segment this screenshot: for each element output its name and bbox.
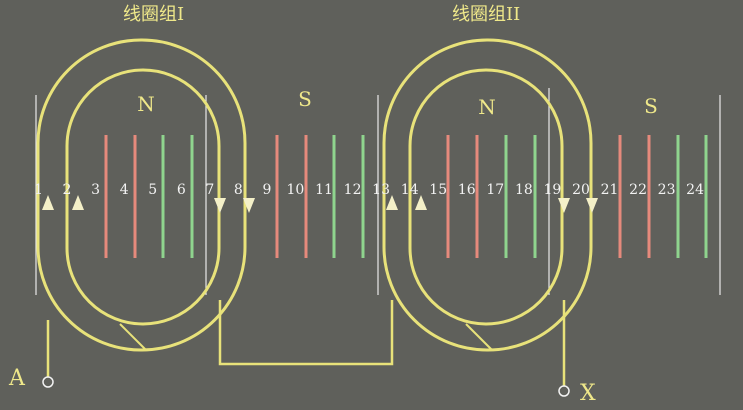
slot-number-3: 3 — [91, 182, 100, 198]
slot-number-18: 18 — [515, 182, 533, 198]
pole-label-n2: N — [478, 95, 496, 119]
terminal-x-label: X — [580, 381, 596, 406]
slot-number-15: 15 — [429, 182, 447, 198]
slot-number-1: 1 — [34, 182, 43, 198]
pole-label-s2: S — [644, 94, 658, 118]
current-direction-arrows — [42, 195, 598, 213]
slot-number-4: 4 — [120, 182, 129, 198]
slot-number-24: 24 — [686, 182, 704, 198]
coil-group-2-inner-loop — [408, 68, 564, 326]
arrow-down-icon — [214, 198, 226, 213]
slot-number-23: 23 — [658, 182, 676, 198]
slot-number-19: 19 — [543, 182, 561, 198]
slot-number-13: 13 — [372, 182, 390, 198]
slot-number-5: 5 — [148, 182, 157, 198]
slot-number-9: 9 — [262, 182, 271, 198]
arrow-down-icon — [243, 198, 255, 213]
coil-group-1-outer-loop — [36, 38, 247, 352]
slot-number-12: 12 — [344, 182, 362, 198]
slot-number-21: 21 — [601, 182, 619, 198]
slot-number-16: 16 — [458, 182, 476, 198]
terminal-x-circle — [558, 385, 570, 397]
pole-label-n1: N — [137, 92, 155, 116]
slot-number-11: 11 — [315, 182, 333, 198]
arrow-down-icon — [558, 198, 570, 213]
coil-group-2-outer-loop — [382, 38, 593, 352]
slot-number-10: 10 — [286, 182, 304, 198]
slot-number-20: 20 — [572, 182, 590, 198]
slot-number-2: 2 — [63, 182, 72, 198]
coil-group-2-title: 线圈组II — [452, 4, 520, 25]
slot-number-6: 6 — [177, 182, 186, 198]
group-connection-wire — [218, 300, 394, 366]
arrow-down-icon — [586, 198, 598, 213]
coil-group-1-title: 线圈组I — [123, 4, 184, 25]
coil-group-2-crossover — [465, 323, 493, 351]
slot-number-22: 22 — [629, 182, 647, 198]
slot-number-8: 8 — [234, 182, 243, 198]
coil-group-1-crossover — [119, 323, 147, 351]
slot-numbers: 1 2 3 4 5 6 7 8 9 10 11 12 13 14 15 16 17 18 19 20 21 22 23 24 — [34, 182, 704, 198]
arrow-up-icon — [386, 195, 398, 210]
slot-number-17: 17 — [486, 182, 504, 198]
slot-number-14: 14 — [401, 182, 419, 198]
terminal-a-circle — [42, 376, 54, 388]
slot-number-7: 7 — [205, 182, 214, 198]
terminal-a-label: A — [8, 366, 26, 391]
arrow-up-icon — [72, 195, 84, 210]
arrow-up-icon — [415, 195, 427, 210]
pole-label-s1: S — [298, 87, 312, 111]
coil-group-1-inner-loop — [65, 68, 221, 326]
arrow-up-icon — [42, 195, 54, 210]
conductor-bars — [104, 135, 708, 258]
